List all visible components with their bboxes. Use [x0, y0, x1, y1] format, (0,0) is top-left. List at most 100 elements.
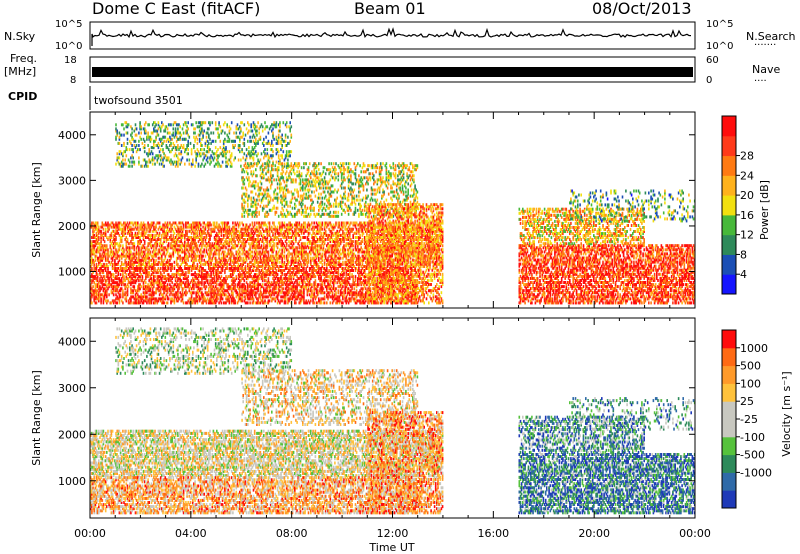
nsearch-tick-bottom: 10^0: [706, 41, 733, 52]
nsearch-tick-top: 10^5: [706, 19, 733, 30]
power-cell-1920: [269, 222, 271, 225]
power-cell-2455: [322, 253, 324, 256]
power-cell-2461: [322, 228, 324, 231]
power-cell-3997: [116, 301, 118, 304]
power-cell-1192: [202, 255, 204, 258]
power-cell-1213: [205, 255, 207, 258]
power-cell-3784: [91, 301, 93, 304]
power-cell-1016: [186, 230, 188, 233]
power-cell-163: [104, 240, 106, 243]
power-cell-1517: [232, 222, 234, 225]
power-cell-4864: [216, 283, 218, 286]
power-cell-1129: [197, 263, 199, 266]
power-cell-4244: [145, 281, 147, 284]
power-cell-154: [103, 228, 105, 231]
power-cell-178: [105, 228, 107, 231]
power-cell-2451: [322, 263, 324, 266]
power-data: [90, 121, 696, 304]
power-cell-3937: [107, 267, 109, 270]
cpid-value: twofsound 3501: [94, 94, 183, 107]
power-cell-1966: [273, 222, 275, 225]
power-cell-3906: [104, 275, 106, 278]
power-cell-908: [177, 263, 179, 266]
power-cell-1314: [214, 222, 216, 225]
power-cell-4719: [201, 287, 203, 290]
power-cell-3798: [92, 285, 94, 288]
power-cell-1821: [261, 244, 263, 247]
power-cell-3969: [113, 293, 115, 296]
date-title: 08/Oct/2013: [592, 0, 692, 18]
power-cell-4881: [217, 267, 219, 270]
nsky-tick-bottom: 10^0: [55, 41, 82, 52]
power-cell-855: [171, 263, 173, 266]
power-cell-698: [155, 259, 157, 262]
freq-tick-bottom: 8: [70, 75, 76, 86]
power-cell-2087: [286, 242, 288, 245]
power-cell-579: [144, 240, 146, 243]
power-cell-2148: [292, 224, 294, 227]
power-cell-2888: [362, 238, 364, 241]
power-cell-4650: [193, 291, 195, 294]
power-cell-424: [130, 251, 132, 254]
power-cell-737: [159, 232, 161, 235]
power-cell-502: [137, 222, 139, 225]
power-cell-1436: [225, 246, 227, 249]
power-cell-1586: [239, 251, 241, 254]
power-cell-4335: [154, 275, 156, 278]
nsearch-dots: ·······: [754, 40, 776, 51]
power-cell-463: [134, 242, 136, 245]
power-cell-1179: [200, 224, 202, 227]
power-cell-4205: [140, 285, 142, 288]
power-cell-1696: [249, 224, 251, 227]
power-cell-4049: [122, 289, 124, 292]
power-cell-2703: [344, 248, 346, 251]
power-cell-1952: [272, 232, 274, 235]
power-cell-2774: [350, 222, 352, 225]
power-cell-2348: [311, 222, 313, 225]
power-cell-977: [183, 224, 185, 227]
power-cell-510: [138, 246, 140, 249]
power-cell-882: [174, 232, 176, 235]
power-cell-316: [120, 244, 122, 247]
power-cell-4451: [168, 297, 170, 300]
power-cell-2002: [277, 226, 279, 229]
power-cell-2228: [300, 236, 302, 239]
power-cell-2798: [352, 228, 354, 231]
power-cell-384: [127, 238, 129, 241]
power-cell-4619: [189, 267, 191, 270]
power-cell-4899: [221, 301, 223, 304]
power-cell-1424: [224, 251, 226, 254]
power-cell-2120: [289, 232, 291, 235]
power-cell-4104: [129, 267, 131, 270]
power-cell-1593: [239, 222, 241, 225]
power-cell-2674: [342, 261, 344, 264]
power-cell-2930: [365, 222, 367, 225]
power-cell-196: [107, 248, 109, 251]
power-cell-1134: [197, 244, 199, 247]
power-cell-2493: [325, 230, 327, 233]
power-cell-4871: [217, 297, 219, 300]
power-cell-94: [97, 222, 99, 225]
power-cell-3794: [91, 267, 93, 270]
power-cell-3917: [105, 267, 107, 270]
power-cell-4909: [221, 275, 223, 278]
power-cell-1749: [254, 222, 256, 225]
power-cell-1539: [234, 240, 236, 243]
power-cell-685: [153, 222, 155, 225]
power-cell-2794: [352, 244, 354, 247]
power-cell-1712: [252, 251, 254, 254]
power-cell-2374: [313, 222, 315, 225]
power-cell-2865: [359, 234, 361, 237]
power-cell-4139: [134, 285, 136, 288]
freq-band: [92, 67, 693, 77]
power-cell-4594: [185, 271, 187, 274]
power-cell-1904: [268, 251, 270, 254]
power-cell-2490: [325, 238, 327, 241]
power-cell-4253: [146, 295, 148, 298]
power-cell-636: [150, 251, 152, 254]
power-cell-4955: [226, 267, 228, 270]
power-cell-4079: [126, 273, 128, 276]
power-cell-2192: [296, 246, 298, 249]
nsky-tick-top: 10^5: [55, 19, 82, 30]
power-cell-1343: [216, 222, 218, 225]
